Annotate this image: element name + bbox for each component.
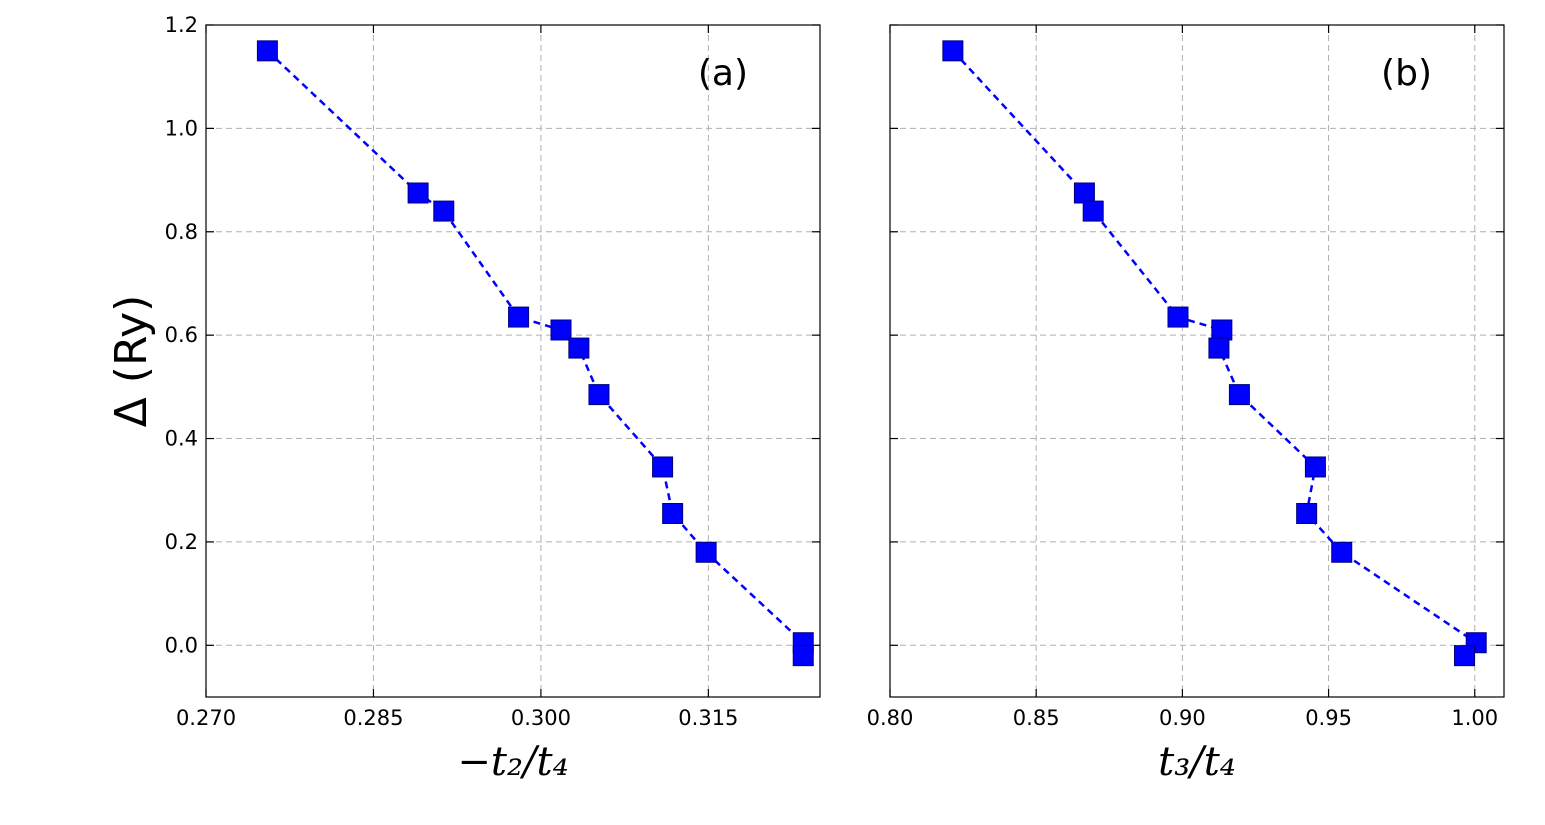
panel-label: (b) — [1381, 53, 1432, 94]
data-point — [1228, 384, 1250, 406]
data-point — [256, 40, 278, 62]
data-point — [662, 502, 684, 524]
y-axis-label: Δ (Ry) — [106, 295, 157, 428]
plot-frame — [205, 24, 821, 698]
data-point — [1211, 319, 1233, 341]
y-tick-label: 0.0 — [165, 633, 198, 657]
data-point — [1304, 456, 1326, 478]
data-point — [652, 456, 674, 478]
x-tick-label: 0.315 — [678, 706, 738, 730]
data-point — [1331, 541, 1353, 563]
x-axis-label: −t₂/t₄ — [457, 739, 568, 785]
x-tick-label: 0.90 — [1159, 706, 1206, 730]
data-point — [1167, 306, 1189, 328]
y-tick-label: 0.2 — [165, 530, 198, 554]
x-tick-label: 0.285 — [343, 706, 403, 730]
x-tick-label: 1.00 — [1451, 706, 1498, 730]
data-point — [942, 40, 964, 62]
data-point — [550, 319, 572, 341]
y-tick-label: 1.0 — [165, 116, 198, 140]
plot-frame — [889, 24, 1505, 698]
x-axis-label: t₃/t₄ — [1158, 739, 1236, 785]
x-tick-label: 0.270 — [176, 706, 236, 730]
series-line — [266, 49, 805, 656]
y-tick-label: 0.6 — [165, 323, 198, 347]
y-tick-label: 0.4 — [165, 427, 198, 451]
y-tick-label: 0.8 — [165, 220, 198, 244]
panel-a: 0.270 0.285 0.300 0.315 0.0 0.2 0.4 0.6 0.8 1.0 1.… — [165, 13, 821, 785]
data-point — [792, 645, 814, 667]
data-point — [1296, 502, 1318, 524]
data-point — [568, 337, 590, 359]
data-point — [1082, 200, 1104, 222]
x-tick-label: 0.300 — [511, 706, 571, 730]
data-point — [433, 200, 455, 222]
data-point — [1208, 337, 1230, 359]
panel-label: (a) — [698, 53, 748, 94]
data-point — [508, 306, 530, 328]
data-point — [407, 182, 429, 204]
data-point — [588, 384, 610, 406]
panel-b: 0.80 0.85 0.90 0.95 1.00 (b) t₃/t₄ — [867, 24, 1505, 785]
data-point — [1073, 182, 1095, 204]
data-point — [695, 541, 717, 563]
y-tick-label: 1.2 — [165, 13, 198, 37]
data-point — [1454, 645, 1476, 667]
x-tick-label: 0.95 — [1305, 706, 1352, 730]
x-tick-label: 0.80 — [867, 706, 914, 730]
x-tick-label: 0.85 — [1013, 706, 1060, 730]
